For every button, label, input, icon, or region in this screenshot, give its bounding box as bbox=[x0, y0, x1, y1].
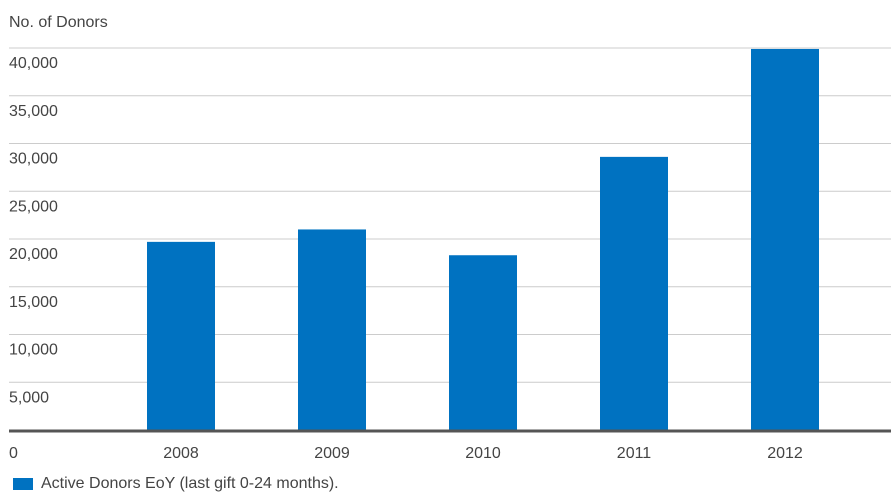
bar-2010 bbox=[449, 255, 517, 430]
x-tick-labels: 2008 2009 2010 2011 2012 bbox=[163, 445, 803, 462]
y-tick-label: 40,000 bbox=[9, 55, 58, 72]
bar-2008 bbox=[147, 242, 215, 430]
bar-2011 bbox=[600, 157, 668, 430]
legend-label: Active Donors EoY (last gift 0-24 months… bbox=[41, 475, 339, 493]
y-tick-label: 35,000 bbox=[9, 103, 58, 120]
bar-2009 bbox=[298, 229, 366, 430]
y-tick-labels: 0 5,000 10,000 15,000 20,000 25,000 30,000 35,0… bbox=[9, 55, 58, 462]
bar-2012 bbox=[751, 49, 819, 430]
y-tick-label: 15,000 bbox=[9, 294, 58, 311]
y-tick-label: 5,000 bbox=[9, 389, 49, 406]
legend-swatch bbox=[13, 478, 33, 490]
x-tick-label: 2011 bbox=[617, 445, 652, 462]
x-tick-label: 2009 bbox=[314, 445, 350, 462]
x-tick-label: 2010 bbox=[465, 445, 501, 462]
legend: Active Donors EoY (last gift 0-24 months… bbox=[13, 475, 339, 493]
y-tick-label: 0 bbox=[9, 445, 18, 462]
y-tick-label: 30,000 bbox=[9, 151, 58, 168]
y-tick-label: 25,000 bbox=[9, 198, 58, 215]
x-tick-label: 2012 bbox=[767, 445, 803, 462]
y-tick-label: 20,000 bbox=[9, 246, 58, 263]
x-tick-label: 2008 bbox=[163, 445, 199, 462]
y-tick-label: 10,000 bbox=[9, 342, 58, 359]
